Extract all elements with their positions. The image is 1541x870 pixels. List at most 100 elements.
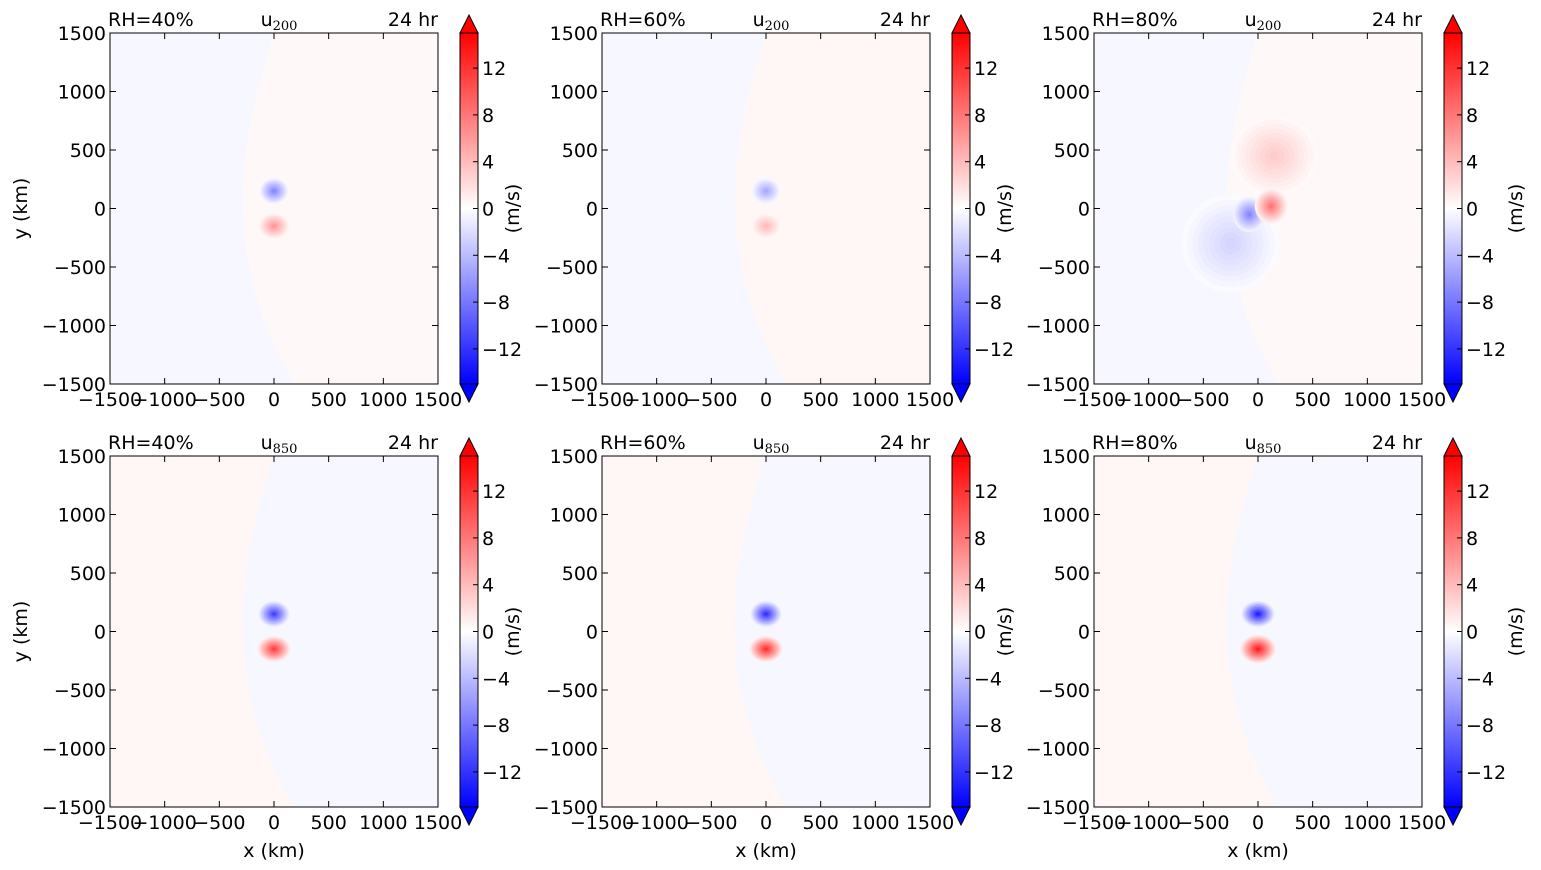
- x-tick-label: −1500: [570, 812, 634, 834]
- x-tick-label: 500: [1295, 812, 1331, 834]
- y-axis-label: y (km): [10, 601, 32, 663]
- y-tick-label: 500: [70, 140, 106, 162]
- y-tick-label: 1500: [550, 23, 598, 45]
- y-tick-label: 1500: [550, 446, 598, 468]
- y-tick-label: −500: [54, 257, 106, 279]
- colorbar-label: (m/s): [1505, 607, 1527, 657]
- x-tick-label: −1500: [78, 389, 142, 411]
- colorbar-tick-label: 8: [974, 528, 986, 550]
- y-tick-label: 1500: [58, 446, 106, 468]
- x-tick-label: 0: [1252, 812, 1264, 834]
- title-center: u200: [261, 9, 298, 34]
- colorbar: 12 8 4 0 −12 −8 −4: [951, 13, 1014, 404]
- x-tick-label: 1000: [1343, 389, 1391, 411]
- y-tick-label: 500: [562, 140, 598, 162]
- colorbar-extend-top: [459, 436, 479, 457]
- colorbar-tick-label: −8: [482, 292, 510, 314]
- y-tick-label: −1500: [1026, 797, 1090, 819]
- colorbar-extend-top: [951, 13, 971, 34]
- title-right: 24 hr: [1372, 9, 1422, 31]
- contour-field: [1094, 456, 1422, 807]
- colorbar-tick-label: −4: [1466, 668, 1494, 690]
- x-tick-label: 0: [760, 389, 772, 411]
- contour-field: [110, 456, 438, 807]
- contour-level: [272, 189, 276, 193]
- title-center: u200: [1245, 9, 1282, 34]
- colorbar-tick-label: 8: [1466, 528, 1478, 550]
- x-axis-label: x (km): [243, 840, 305, 862]
- title-left: RH=60%: [600, 432, 686, 454]
- colorbar-tick-label: 0: [482, 622, 494, 644]
- anomaly-feature-1: [258, 601, 290, 627]
- y-tick-label: 1000: [1042, 505, 1090, 527]
- contour-level: [764, 612, 768, 616]
- y-axis-label: y (km): [10, 178, 32, 240]
- y-tick-label: 500: [1054, 140, 1090, 162]
- x-tick-label: −500: [685, 389, 737, 411]
- y-tick-label: −1500: [42, 374, 106, 396]
- colorbar-tick-label: 8: [974, 105, 986, 127]
- colorbar-tick-label: −12: [1466, 762, 1506, 784]
- x-tick-label: −1000: [1117, 389, 1181, 411]
- contour-level: [1247, 212, 1252, 217]
- colorbar-tick-label: −4: [482, 668, 510, 690]
- x-tick-label: −1000: [625, 812, 689, 834]
- y-tick-label: −1500: [1026, 374, 1090, 396]
- anomaly-feature-2: [1240, 635, 1276, 664]
- panel-2: −1500−1000−500 0 500 1000 1500150010005000−5…: [502, 9, 1014, 411]
- y-tick-label: 0: [1078, 199, 1090, 221]
- contour-level: [272, 612, 276, 616]
- x-tick-label: 1000: [851, 812, 899, 834]
- colorbar-extend-top: [1443, 436, 1463, 457]
- colorbar-tick-label: 12: [1466, 58, 1490, 80]
- x-tick-label: −1000: [625, 389, 689, 411]
- colorbar-tick-label: 0: [974, 622, 986, 644]
- field-east-region: [1226, 456, 1422, 807]
- x-tick-label: 1000: [851, 389, 899, 411]
- colorbar-tick-label: −4: [1466, 245, 1494, 267]
- colorbar-extend-bottom: [1443, 383, 1463, 404]
- y-tick-label: −1500: [534, 374, 598, 396]
- title-center-base: u: [261, 9, 273, 31]
- colorbar-tick-label: −8: [974, 292, 1002, 314]
- colorbar-tick-label: −8: [1466, 292, 1494, 314]
- panel-4: −1500−1000−500 0 500 1000 1500150010005000−5…: [10, 432, 522, 862]
- title-right: 24 hr: [880, 9, 930, 31]
- y-tick-label: 500: [562, 563, 598, 585]
- colorbar-extend-top: [951, 436, 971, 457]
- colorbar-tick-label: 8: [482, 105, 494, 127]
- y-tick-label: 0: [94, 622, 106, 644]
- y-tick-label: 1000: [58, 505, 106, 527]
- y-tick-label: −500: [546, 680, 598, 702]
- x-tick-label: −500: [193, 812, 245, 834]
- x-tick-label: 1500: [1398, 389, 1446, 411]
- colorbar-tick-label: 4: [1466, 575, 1478, 597]
- x-tick-label: 1500: [1398, 812, 1446, 834]
- y-tick-label: −1000: [534, 739, 598, 761]
- colorbar-tick-label: −12: [482, 339, 522, 361]
- x-tick-label: 1500: [906, 389, 954, 411]
- x-tick-label: −1500: [1062, 389, 1126, 411]
- x-tick-label: 0: [1252, 389, 1264, 411]
- title-center-base: u: [1245, 9, 1257, 31]
- contour-field: [602, 33, 930, 384]
- y-tick-label: −500: [546, 257, 598, 279]
- title-center: u850: [753, 432, 790, 457]
- x-tick-label: 1500: [414, 812, 462, 834]
- contour-level: [272, 224, 276, 228]
- panel-6: −1500−1000−500 0 500 1000 1500150010005000−5…: [994, 432, 1527, 862]
- contour-level: [1225, 238, 1237, 250]
- y-tick-label: −500: [1038, 680, 1090, 702]
- title-center-sub: 850: [765, 442, 790, 457]
- x-tick-label: 0: [268, 389, 280, 411]
- anomaly-feature-2: [258, 213, 290, 239]
- y-tick-label: 1000: [1042, 82, 1090, 104]
- contour-level: [1269, 151, 1280, 161]
- field-east-region: [242, 33, 438, 384]
- title-center: u200: [753, 9, 790, 34]
- colorbar-tick-label: 12: [974, 58, 998, 80]
- colorbar-extend-bottom: [459, 383, 479, 404]
- colorbar-tick-label: 12: [1466, 481, 1490, 503]
- panel-3: −1500−1000−500 0 500 1000 1500150010005000−5…: [994, 9, 1527, 411]
